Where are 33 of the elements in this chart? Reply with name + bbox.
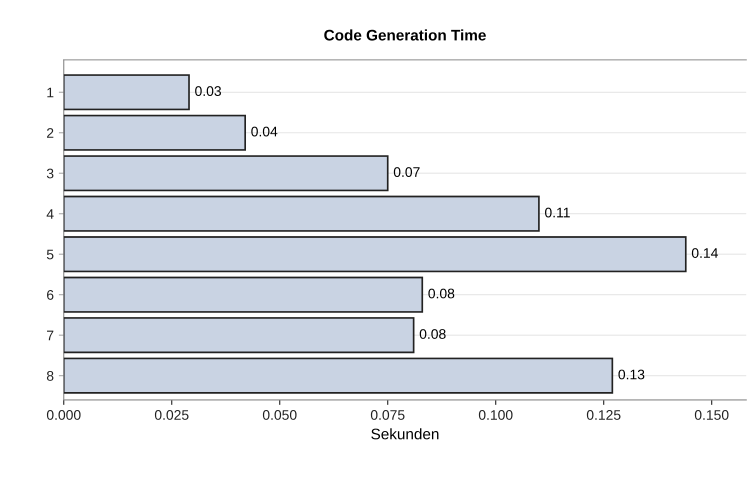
y-tick-label: 6 [47, 290, 54, 300]
x-axis-title: Sekunden [371, 428, 438, 440]
data-label: 0.03 [195, 86, 221, 96]
x-tick-label: 0.075 [370, 410, 405, 420]
x-tick-label: 0.025 [154, 410, 189, 420]
bar [64, 358, 614, 394]
x-tick-label: 0.125 [586, 410, 620, 420]
data-label: 0.13 [618, 370, 644, 380]
data-label: 0.11 [545, 208, 570, 218]
data-label: 0.04 [251, 126, 278, 136]
x-tick-label: 0.050 [262, 410, 297, 420]
bar [64, 276, 424, 313]
bar [64, 236, 687, 272]
x-tick-label: 0.150 [694, 410, 729, 420]
x-tick-label: 0.100 [478, 410, 513, 420]
y-tick-label: 5 [46, 250, 54, 260]
bar [64, 196, 540, 232]
data-label: 0.08 [420, 329, 446, 339]
y-tick-label: 7 [47, 330, 54, 340]
bar [64, 155, 389, 192]
bar [64, 317, 414, 354]
bar [64, 114, 246, 151]
data-label: 0.08 [428, 288, 454, 298]
y-tick-label: 1 [47, 88, 54, 98]
data-label: 0.07 [394, 167, 420, 177]
y-tick-label: 4 [46, 209, 54, 219]
y-tick-label: 3 [46, 168, 54, 178]
x-tick-label: 0.000 [46, 410, 81, 420]
y-tick-label: 2 [47, 128, 54, 138]
y-tick-label: 8 [46, 371, 54, 381]
data-label: 0.14 [692, 248, 718, 258]
chart-title: Code Generation Time [324, 29, 486, 41]
bar [64, 74, 190, 110]
